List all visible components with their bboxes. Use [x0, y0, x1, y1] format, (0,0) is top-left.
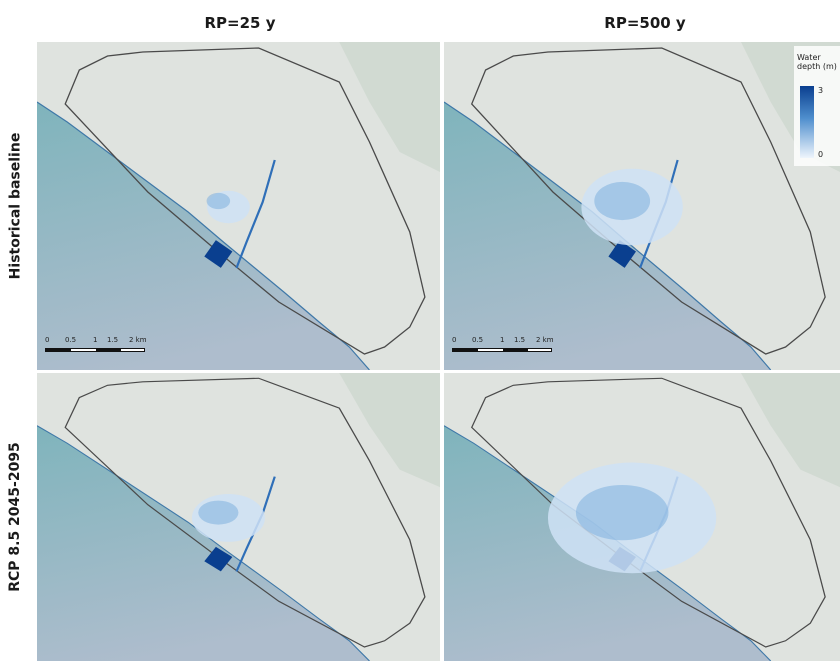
hills [339, 373, 440, 488]
sea-area [37, 425, 370, 661]
map-canvas [37, 373, 440, 661]
column-title-rp25: RP=25 y [204, 14, 276, 32]
map-panel-rcp85-rp500 [444, 373, 840, 661]
scale-label: 0.5 [472, 336, 484, 344]
flood-deep-area [594, 181, 651, 221]
hills [741, 373, 840, 488]
hills [339, 42, 440, 172]
harbour-block [204, 546, 233, 572]
legend-color-ramp [800, 86, 814, 158]
study-area-boundary [470, 47, 826, 355]
map-panel-historical-rp500: 0 0.5 1 1.5 2 km Water depth (m) 3 0 [444, 42, 840, 370]
column-title-rp500: RP=500 y [604, 14, 686, 32]
scale-bar: 0 0.5 1 1.5 2 km [452, 336, 562, 358]
map-panel-historical-rp25: 0 0.5 1 1.5 2 km [37, 42, 440, 370]
map-canvas [444, 373, 840, 661]
scale-label: 0.5 [65, 336, 77, 344]
coastline [37, 101, 370, 370]
sea-area [37, 102, 370, 370]
map-panel-rcp85-rp25 [37, 373, 440, 661]
scale-label: 0 [45, 336, 50, 344]
row-title-rcp85: RCP 8.5 2045-2095 [0, 373, 30, 661]
row-title-historical-text: Historical baseline [7, 132, 24, 280]
scale-label: 1.5 [107, 336, 119, 344]
flood-deep-area [198, 500, 239, 525]
legend-title: Water depth (m) [797, 53, 837, 71]
scale-bar: 0 0.5 1 1.5 2 km [45, 336, 155, 358]
row-title-historical: Historical baseline [0, 42, 30, 370]
map-canvas [444, 42, 840, 370]
canal [235, 159, 276, 269]
scale-label: 2 km [129, 336, 147, 344]
legend-min-label: 0 [818, 150, 824, 159]
study-area-boundary [470, 377, 826, 648]
study-area-boundary [64, 377, 426, 648]
scale-label: 2 km [536, 336, 554, 344]
scale-label: 1 [93, 336, 98, 344]
scale-label: 1.5 [514, 336, 526, 344]
harbour-block [608, 240, 636, 268]
map-canvas [37, 42, 440, 370]
flood-deep-area [575, 484, 669, 541]
flood-deep-area [206, 192, 231, 210]
coastline [37, 425, 370, 661]
harbour-block [204, 240, 233, 268]
legend-max-label: 3 [818, 86, 824, 95]
scale-label: 1 [500, 336, 505, 344]
row-title-rcp85-text: RCP 8.5 2045-2095 [7, 442, 24, 592]
water-depth-legend: Water depth (m) 3 0 [794, 46, 840, 166]
scale-label: 0 [452, 336, 457, 344]
study-area-boundary [64, 47, 426, 355]
